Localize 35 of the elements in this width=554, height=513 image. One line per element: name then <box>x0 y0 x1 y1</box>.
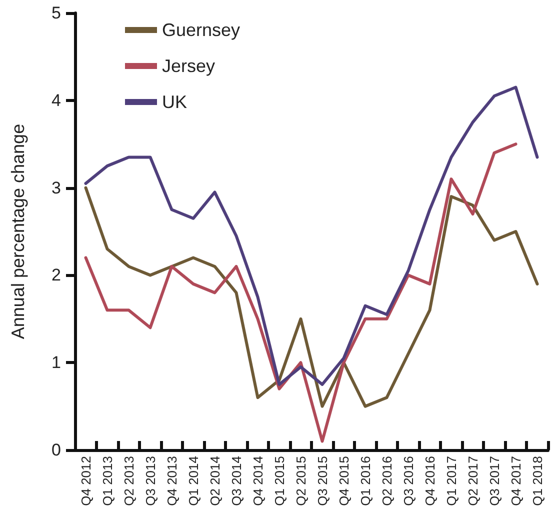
x-tick-label: Q2 2016 <box>379 456 394 506</box>
y-tick-label: 2 <box>52 266 61 285</box>
x-tick-label: Q4 2015 <box>336 456 352 506</box>
x-tick-label: Q2 2014 <box>207 456 222 506</box>
y-tick-label: 4 <box>52 90 61 110</box>
x-tick-label: Q4 2012 <box>78 456 94 506</box>
x-tick-label: Q3 2013 <box>142 456 158 506</box>
x-tick-label: Q1 2016 <box>358 456 373 506</box>
line-series <box>84 86 539 386</box>
x-tick-label: Q1 2014 <box>186 456 201 506</box>
x-tick-label: Q1 2015 <box>272 456 287 506</box>
x-tick-label: Q1 2013 <box>100 456 115 506</box>
x-tick-label: Q4 2016 <box>422 456 438 506</box>
y-tick-label: 0 <box>52 440 61 460</box>
x-tick-label: Q2 2017 <box>465 456 480 506</box>
line-series <box>84 186 539 408</box>
legend-label: Jersey <box>162 56 216 76</box>
x-tick-label: Q2 2013 <box>121 456 136 506</box>
y-tick-label: 1 <box>52 353 61 372</box>
x-tick-label: Q2 2015 <box>293 456 308 506</box>
x-tick-label: Q4 2014 <box>250 456 266 506</box>
x-tick-label: Q3 2014 <box>228 456 244 506</box>
line-series <box>84 142 518 443</box>
x-tick-label: Q1 2017 <box>444 456 459 506</box>
x-tick-label: Q1 2018 <box>530 456 545 506</box>
x-tick-label: Q4 2013 <box>164 456 180 506</box>
x-tick-label: Q3 2016 <box>400 456 416 506</box>
legend-label: UK <box>162 92 188 112</box>
legend-label: Guernsey <box>162 20 240 40</box>
y-tick-label: 5 <box>52 4 61 22</box>
x-tick-label: Q4 2017 <box>508 456 524 506</box>
y-tick-label: 3 <box>52 178 61 198</box>
x-tick-label: Q3 2015 <box>314 456 330 506</box>
x-tick-label: Q3 2017 <box>486 456 502 506</box>
y-axis-title: Annual percentage change <box>8 124 28 340</box>
